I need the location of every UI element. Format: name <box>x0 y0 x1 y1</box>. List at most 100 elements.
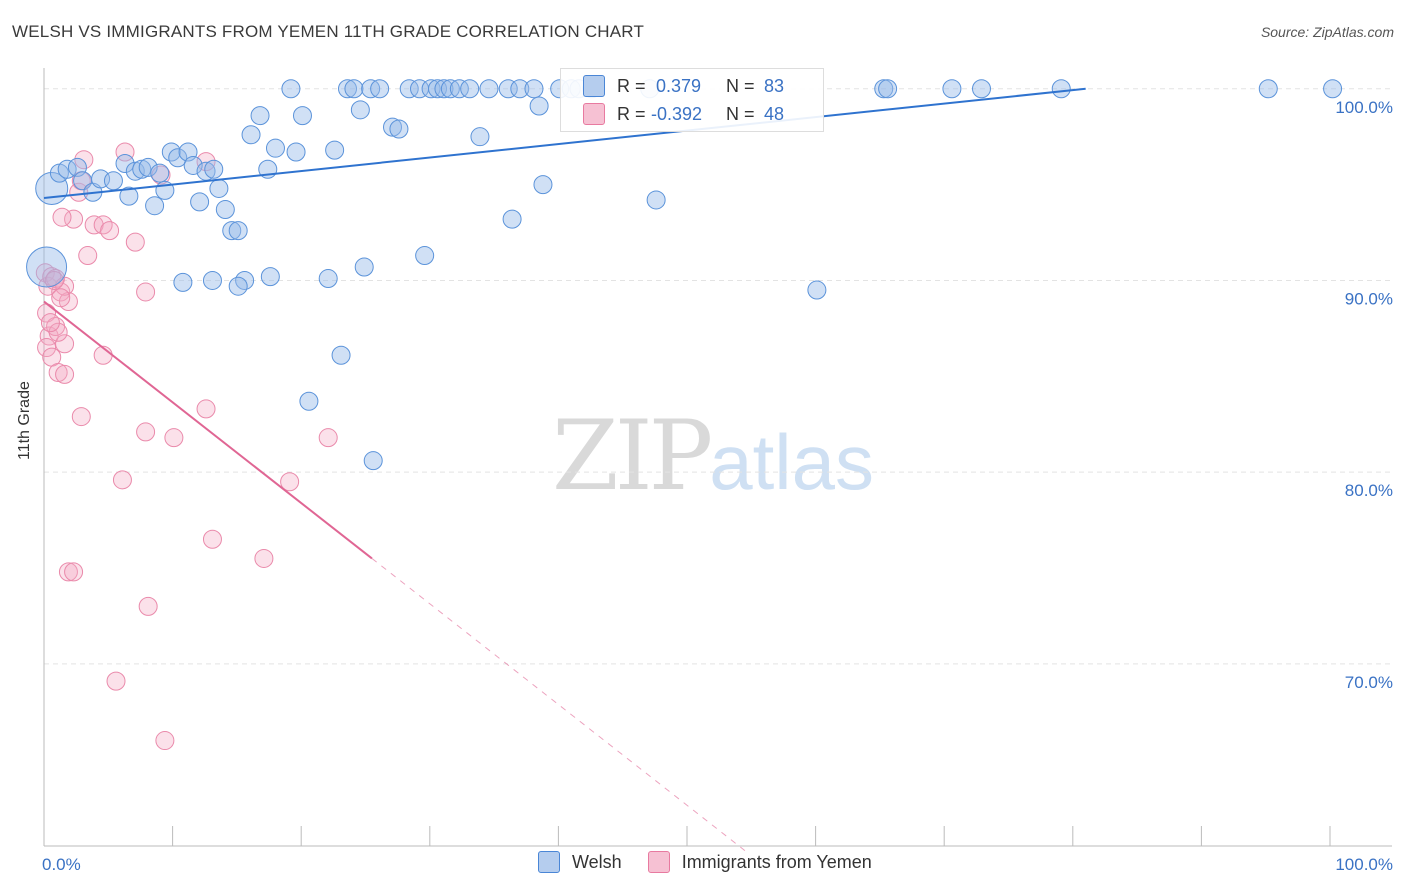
yemen-point <box>48 362 68 382</box>
legend-item-welsh[interactable]: Welsh <box>538 851 622 873</box>
y-tick-label: 80.0% <box>1345 481 1393 500</box>
yemen-point <box>58 562 78 582</box>
legend-item-yemen[interactable]: Immigrants from Yemen <box>647 851 872 873</box>
yemen-point <box>69 182 89 202</box>
n-label: N = <box>726 103 755 124</box>
trend-lines <box>43 87 1086 851</box>
welsh-point <box>265 138 285 158</box>
yemen-point <box>280 472 300 492</box>
n-value: 48 <box>764 103 785 124</box>
yemen-point <box>125 232 145 252</box>
welsh-point <box>204 159 224 179</box>
welsh-point <box>281 79 301 99</box>
yemen-point <box>196 399 216 419</box>
welsh-point <box>119 186 139 206</box>
yemen-point <box>40 313 60 333</box>
welsh-point <box>173 272 193 292</box>
yemen-point <box>112 470 132 490</box>
watermark-zip: ZIP <box>552 400 713 512</box>
welsh-point <box>286 142 306 162</box>
welsh-point <box>202 270 222 290</box>
welsh-point <box>103 171 123 191</box>
welsh-point <box>260 267 280 287</box>
welsh-point <box>115 154 135 174</box>
chart-title: WELSH VS IMMIGRANTS FROM YEMEN 11TH GRAD… <box>12 22 645 41</box>
yemen-point <box>155 731 175 751</box>
welsh-point <box>807 280 827 300</box>
welsh-point <box>150 163 170 183</box>
yemen-trend-line <box>43 300 373 560</box>
welsh-point <box>370 79 390 99</box>
yemen-point <box>106 671 126 691</box>
n-label: N = <box>726 75 755 96</box>
welsh-point <box>470 127 490 147</box>
legend-label-welsh: Welsh <box>572 851 622 872</box>
x-tick-label-end: 100.0% <box>1335 855 1393 874</box>
welsh-point <box>125 161 145 181</box>
welsh-point <box>318 269 338 289</box>
welsh-point <box>26 246 68 288</box>
yemen-point <box>48 322 68 342</box>
grid-lines <box>44 88 1392 665</box>
welsh-point <box>337 79 357 99</box>
yemen-point <box>64 562 84 582</box>
welsh-point <box>292 106 312 126</box>
welsh-point <box>363 451 383 471</box>
welsh-point <box>299 391 319 411</box>
welsh-point <box>350 100 370 120</box>
correlation-legend: R = 0.379 N = 83 R = -0.392 N = 48 <box>560 68 824 132</box>
welsh-point <box>389 119 409 139</box>
welsh-point <box>1051 79 1071 99</box>
yemen-point <box>37 338 57 358</box>
welsh-point <box>228 221 248 241</box>
series-legend: Welsh Immigrants from Yemen <box>538 851 898 873</box>
yemen-point <box>138 596 158 616</box>
welsh-trend-line <box>43 87 1086 200</box>
yemen-point <box>136 282 156 302</box>
welsh-point <box>971 79 991 99</box>
welsh-point <box>529 96 549 116</box>
welsh-point <box>415 246 435 266</box>
welsh-point <box>1323 79 1343 99</box>
yemen-point <box>74 150 94 170</box>
yemen-point <box>202 529 222 549</box>
yemen-point <box>71 407 91 427</box>
welsh-point <box>132 159 152 179</box>
yemen-point <box>254 548 274 568</box>
yemen-trend-extension <box>371 558 746 851</box>
x-tick-label-start: 0.0% <box>42 855 81 874</box>
yemen-point <box>55 364 75 384</box>
welsh-point <box>878 79 898 99</box>
r-value: -0.392 <box>651 103 703 124</box>
legend-label-yemen: Immigrants from Yemen <box>681 851 872 872</box>
welsh-point <box>533 175 553 195</box>
welsh-point <box>449 79 469 99</box>
yemen-point <box>44 270 64 290</box>
welsh-swatch <box>538 851 560 873</box>
welsh-point <box>241 125 261 145</box>
welsh-point <box>498 79 518 99</box>
legend-row-yemen: R = -0.392 N = 48 <box>583 102 784 126</box>
tick-labels: 70.0% 80.0% 90.0% 100.0% 0.0% 100.0% <box>42 98 1393 874</box>
welsh-point <box>383 117 403 137</box>
welsh-point <box>250 106 270 126</box>
welsh-point <box>325 140 345 160</box>
welsh-point <box>510 79 530 99</box>
y-tick-label: 70.0% <box>1345 673 1393 692</box>
yemen-swatch <box>647 851 670 873</box>
yemen-points <box>35 142 338 751</box>
r-value: 0.379 <box>651 75 702 96</box>
welsh-point <box>434 79 454 99</box>
n-value: 83 <box>764 75 785 96</box>
yemen-point <box>64 209 84 229</box>
welsh-point <box>354 257 374 277</box>
yemen-point <box>100 221 120 241</box>
welsh-points <box>26 79 1343 471</box>
welsh-point <box>344 79 364 99</box>
welsh-point <box>145 196 165 216</box>
welsh-swatch <box>583 75 605 97</box>
welsh-point <box>183 155 203 175</box>
yemen-point <box>51 288 71 308</box>
welsh-point <box>399 79 419 99</box>
